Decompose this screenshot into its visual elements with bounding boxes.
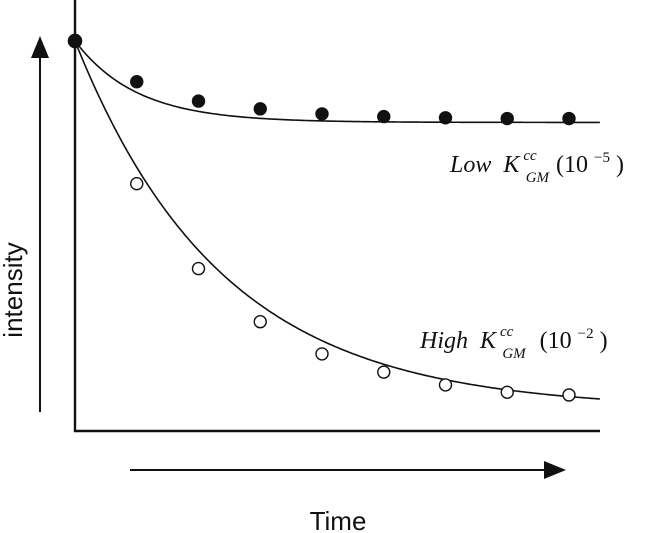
high-series-point	[562, 388, 576, 402]
high-series-label: High K cc GM (10 −2 )	[419, 316, 608, 364]
x-arrow-head	[544, 461, 566, 479]
low-series-point	[130, 75, 144, 89]
y-arrow-head	[31, 36, 49, 58]
data-points	[67, 33, 576, 402]
low-series-curve	[74, 40, 600, 124]
low-series-point	[315, 107, 329, 121]
high-series-point	[191, 261, 206, 276]
low-series-label: Low K cc GM (10 −5 )	[449, 140, 624, 188]
y-axis-title: intensity	[0, 242, 28, 337]
high-series-point	[315, 347, 329, 361]
low-series-point	[253, 102, 267, 116]
high-series-point	[67, 33, 83, 49]
low-series-point	[500, 111, 514, 126]
low-series-point	[562, 111, 576, 126]
high-series-point	[500, 385, 514, 399]
high-series-point	[377, 365, 391, 379]
low-series-point	[191, 94, 206, 108]
x-axis-title: Time	[310, 506, 367, 533]
low-series-point	[377, 109, 391, 124]
high-series-point	[253, 315, 267, 329]
low-series-point	[438, 111, 453, 125]
high-series-point	[130, 176, 144, 191]
high-series-point	[438, 378, 453, 392]
